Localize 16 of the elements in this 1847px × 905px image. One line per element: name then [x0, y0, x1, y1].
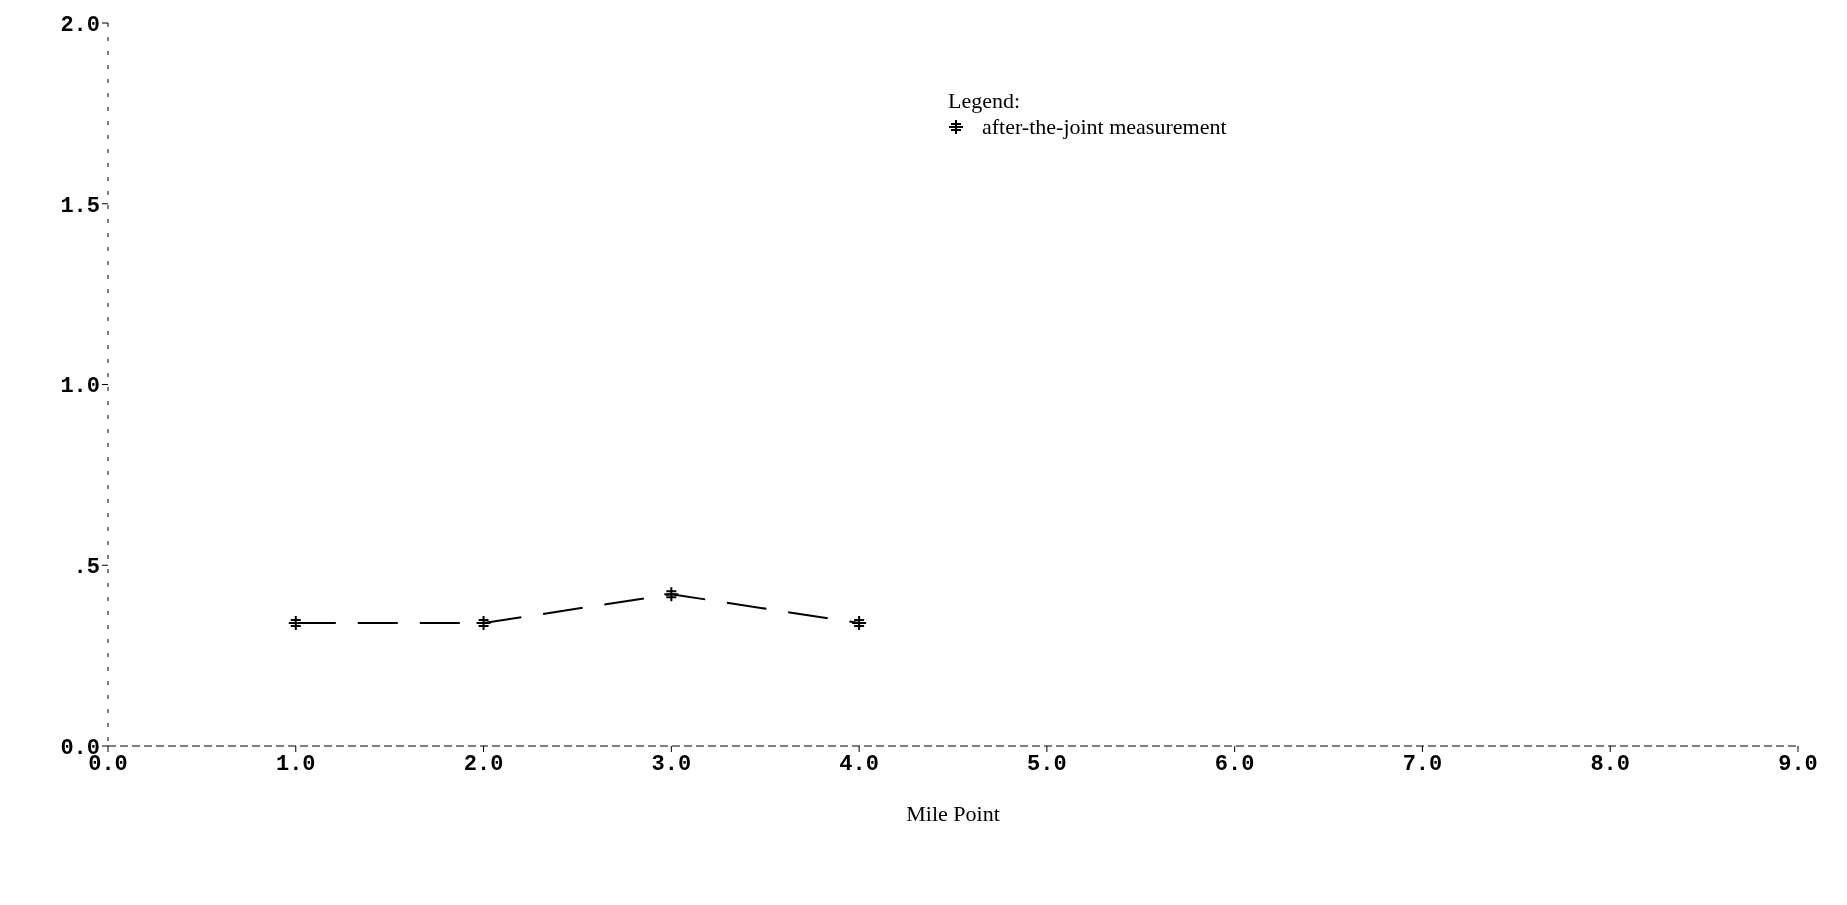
x-tick-label: 3.0 [651, 751, 692, 777]
x-tick-label: 1.0 [275, 751, 316, 777]
x-axis-title: Mile Point [906, 801, 1000, 826]
x-tick-label: 5.0 [1027, 751, 1067, 777]
y-tick-label: .5 [73, 555, 100, 581]
y-tick-label: 1.5 [60, 193, 100, 219]
x-tick-label: 8.0 [1590, 751, 1631, 777]
x-tick-label: 6.0 [1214, 751, 1255, 777]
y-tick-label: 2.0 [60, 12, 100, 38]
x-tick-label: 9.0 [1778, 751, 1818, 777]
legend-title: Legend: [948, 88, 1022, 114]
x-tick-label: 7.0 [1402, 751, 1443, 777]
x-tick-label: 4.0 [839, 751, 879, 777]
y-tick-label: 1.0 [60, 374, 100, 400]
x-tick-label: 2.0 [463, 751, 504, 777]
legend-label: after-the-joint measurement [982, 114, 1227, 140]
